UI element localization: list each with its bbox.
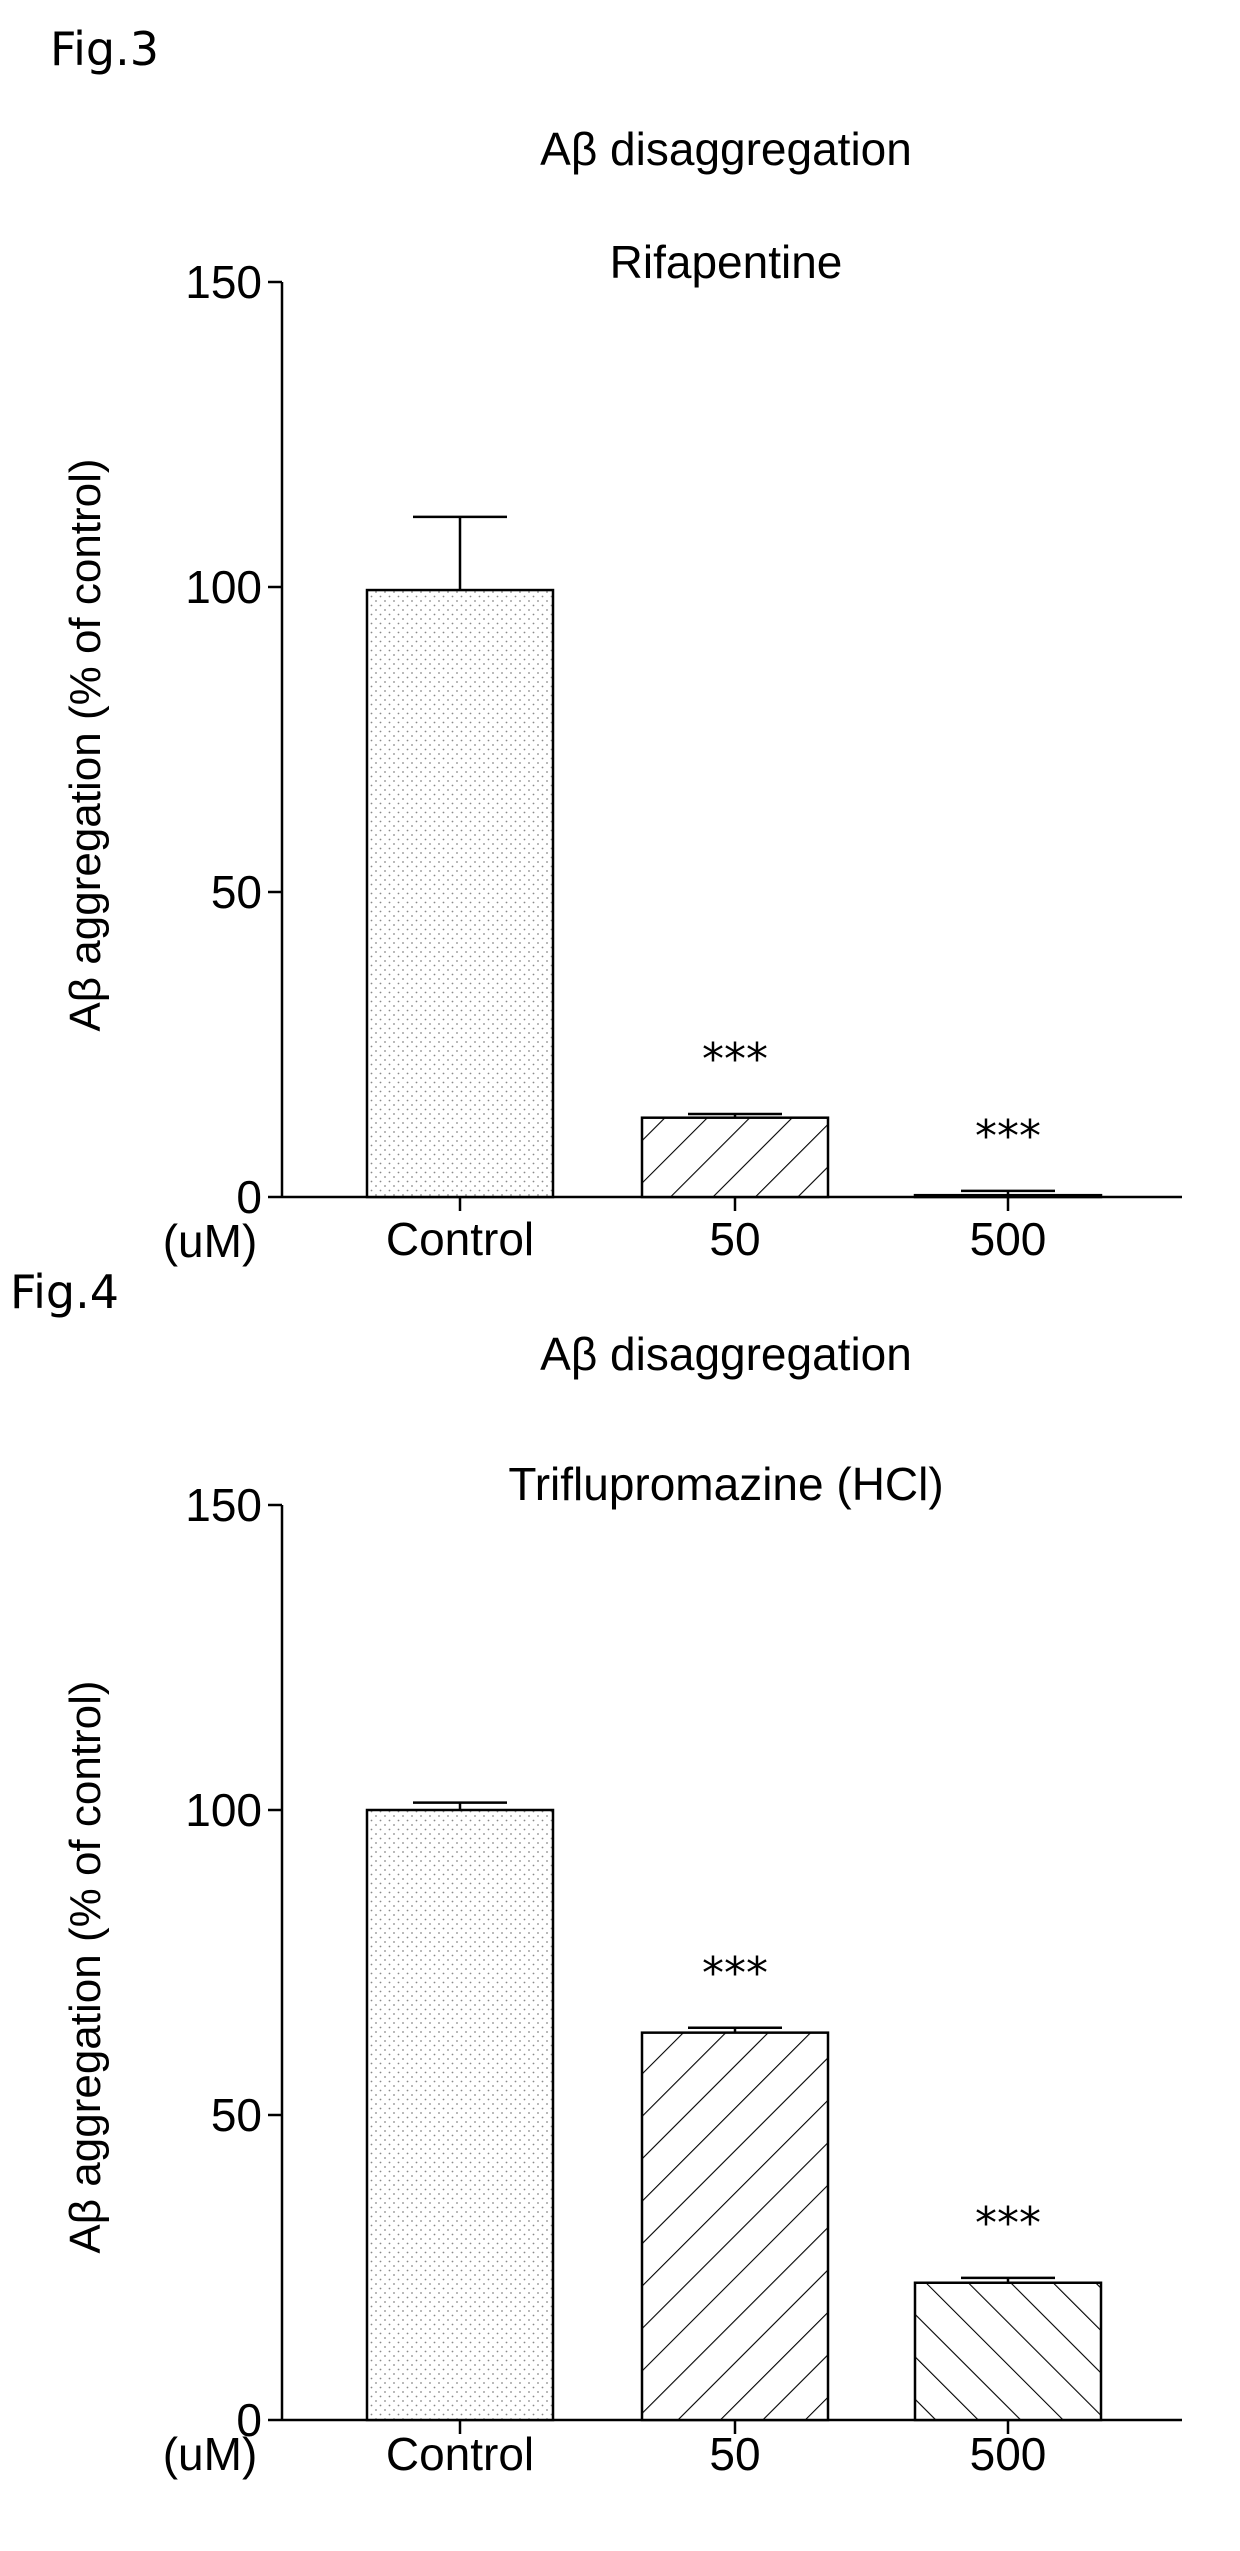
bar	[915, 2283, 1101, 2420]
y-tick-label: 150	[185, 1479, 262, 1531]
bar-chart: 0 50 100 150 Control 50 *** 500 ***	[185, 1479, 1182, 2480]
y-tick-label: 0	[236, 1171, 262, 1223]
y-tick-label: 100	[185, 1784, 262, 1836]
chart-subtitle: Triflupromazine (HCl)	[508, 1458, 943, 1510]
figure-label: Fig.4	[10, 1265, 119, 1319]
bar	[642, 1118, 828, 1197]
x-tick-label: 500	[970, 2428, 1047, 2480]
y-tick-label: 50	[211, 866, 262, 918]
x-tick-label: 50	[709, 2428, 760, 2480]
chart-subtitle: Rifapentine	[610, 236, 843, 288]
y-tick-label: 150	[185, 256, 262, 308]
x-tick-label: Control	[386, 1213, 534, 1265]
bar-chart: 0 50 100 150 Control 50 *** 500 ***	[185, 256, 1182, 1265]
figure-3: Fig.3 Aβ disaggregation Rifapentine Aβ a…	[50, 22, 1182, 1267]
bar	[367, 590, 553, 1197]
significance-marker: ***	[702, 1948, 768, 1999]
chart-title: Aβ disaggregation	[540, 1328, 912, 1380]
significance-marker: ***	[975, 1111, 1041, 1162]
y-tick-label: 50	[211, 2089, 262, 2141]
x-tick-label: 50	[709, 1213, 760, 1265]
y-axis-label: Aβ aggregation (% of control)	[61, 1680, 110, 2253]
bar	[642, 2033, 828, 2420]
significance-marker: ***	[702, 1034, 768, 1085]
y-tick-label: 0	[236, 2394, 262, 2446]
chart-title: Aβ disaggregation	[540, 123, 912, 175]
x-tick-label: Control	[386, 2428, 534, 2480]
figure-4: Fig.4 Aβ disaggregation Triflupromazine …	[10, 1265, 1182, 2480]
significance-marker: ***	[975, 2198, 1041, 2249]
x-tick-label: 500	[970, 1213, 1047, 1265]
bar	[915, 1195, 1101, 1197]
y-tick-label: 100	[185, 561, 262, 613]
figure-label: Fig.3	[50, 22, 159, 76]
y-axis-label: Aβ aggregation (% of control)	[61, 458, 110, 1031]
bar	[367, 1810, 553, 2420]
